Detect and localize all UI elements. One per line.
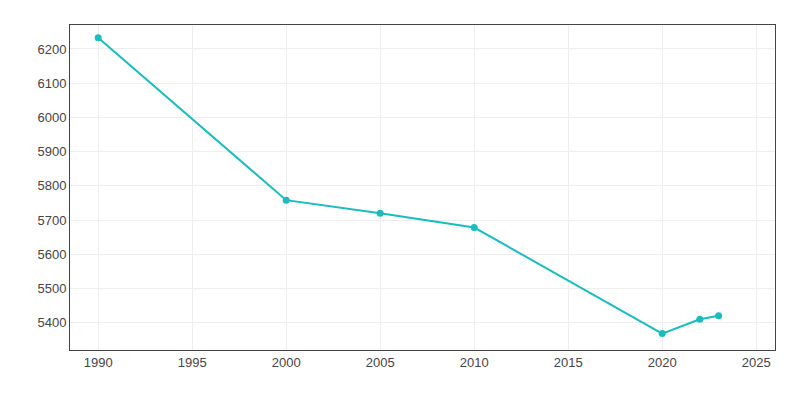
svg-text:5700: 5700 [37,213,66,228]
svg-text:5400: 5400 [37,315,66,330]
svg-text:6200: 6200 [37,42,66,57]
svg-text:2025: 2025 [742,355,771,370]
svg-text:2005: 2005 [366,355,395,370]
svg-text:6000: 6000 [37,110,66,125]
svg-text:5900: 5900 [37,144,66,159]
svg-text:1990: 1990 [84,355,113,370]
svg-text:5600: 5600 [37,247,66,262]
svg-text:2020: 2020 [648,355,677,370]
svg-text:6100: 6100 [37,76,66,91]
svg-text:2015: 2015 [554,355,583,370]
svg-text:5500: 5500 [37,281,66,296]
svg-text:1995: 1995 [178,355,207,370]
svg-text:2000: 2000 [272,355,301,370]
svg-text:5800: 5800 [37,178,66,193]
svg-text:2010: 2010 [460,355,489,370]
